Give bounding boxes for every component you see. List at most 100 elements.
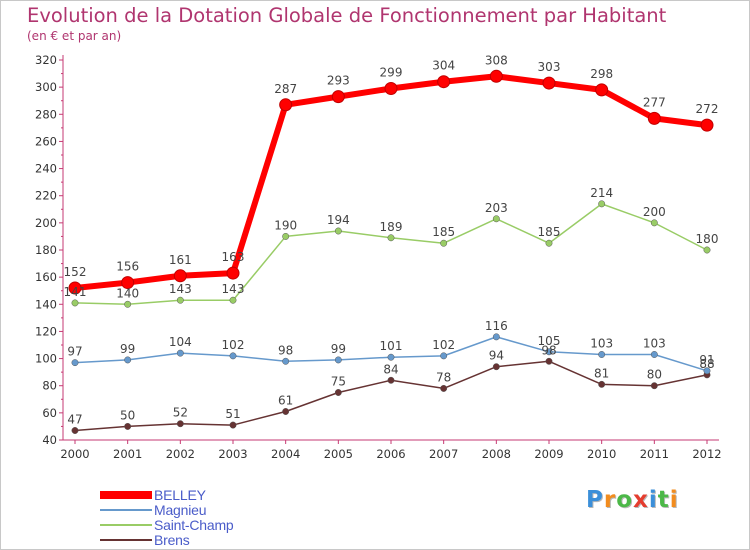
y-tick-label: 60 [42, 406, 57, 420]
data-point-belley [595, 83, 609, 97]
x-tick-label: 2006 [376, 447, 405, 461]
data-point-saint-champ [387, 234, 395, 242]
legend: BELLEY Magnieu Saint-Champ Brens [100, 487, 234, 548]
data-point-belley [279, 98, 293, 112]
data-label-magnieu: 91 [699, 353, 714, 367]
data-point-magnieu [176, 349, 184, 357]
data-point-magnieu [545, 348, 553, 356]
data-label-brens: 88 [699, 357, 714, 371]
data-point-brens [334, 389, 342, 396]
data-point-magnieu [440, 352, 448, 360]
data-label-saint-champ: 203 [485, 201, 508, 215]
data-label-magnieu: 105 [538, 334, 561, 348]
data-point-brens [545, 357, 553, 365]
data-label-brens: 50 [120, 408, 135, 422]
data-point-belley [121, 276, 135, 290]
data-label-belley: 163 [222, 250, 245, 264]
data-point-saint-champ [282, 232, 290, 240]
x-tick-label: 2002 [166, 447, 195, 461]
data-label-brens: 80 [647, 368, 662, 382]
data-label-belley: 293 [327, 74, 350, 88]
data-label-magnieu: 99 [120, 342, 135, 356]
data-point-brens [650, 382, 658, 390]
y-tick-label: 240 [35, 162, 57, 176]
data-point-saint-champ [334, 227, 342, 235]
data-point-saint-champ [545, 239, 553, 247]
data-point-magnieu [124, 356, 132, 364]
data-label-brens: 78 [436, 370, 451, 384]
data-point-brens [176, 420, 184, 428]
data-point-belley [68, 281, 82, 295]
data-label-saint-champ: 214 [590, 186, 613, 200]
y-tick-label: 260 [35, 134, 57, 148]
data-point-magnieu [492, 333, 500, 341]
proxiti-logo: Proxiti [586, 487, 679, 513]
data-label-belley: 298 [590, 67, 613, 81]
data-point-magnieu [71, 359, 79, 367]
data-point-belley [647, 111, 661, 125]
data-label-saint-champ: 194 [327, 213, 350, 227]
data-label-belley: 303 [538, 60, 561, 74]
data-label-belley: 308 [485, 53, 508, 67]
data-label-belley: 287 [274, 82, 297, 96]
data-label-belley: 277 [643, 95, 666, 109]
data-label-magnieu: 97 [67, 345, 82, 359]
logo-letter: t [657, 487, 670, 513]
data-label-magnieu: 103 [643, 337, 666, 351]
legend-item-brens: Brens [100, 531, 234, 548]
data-point-magnieu [282, 357, 290, 365]
y-tick-label: 40 [42, 433, 57, 447]
data-label-saint-champ: 180 [696, 232, 719, 246]
y-tick-label: 280 [35, 107, 57, 121]
x-tick-label: 2008 [482, 447, 511, 461]
data-point-saint-champ [492, 215, 500, 223]
logo-letter: o [616, 487, 634, 513]
data-label-magnieu: 103 [590, 337, 613, 351]
data-label-saint-champ: 143 [222, 282, 245, 296]
data-label-saint-champ: 190 [274, 218, 297, 232]
data-label-belley: 299 [380, 66, 403, 80]
data-point-brens [598, 380, 606, 388]
legend-label-magnieu: Magnieu [154, 501, 207, 518]
legend-label-saint-champ: Saint-Champ [154, 516, 234, 533]
data-label-belley: 272 [696, 102, 719, 116]
x-tick-label: 2007 [429, 447, 458, 461]
data-point-belley [331, 90, 345, 104]
data-point-magnieu [229, 352, 237, 360]
data-point-magnieu [334, 356, 342, 364]
logo-letter: P [586, 487, 604, 513]
data-point-saint-champ [440, 239, 448, 247]
data-point-belley [489, 69, 503, 83]
data-label-brens: 75 [331, 375, 346, 389]
data-point-brens [440, 384, 448, 392]
legend-label-brens: Brens [154, 531, 190, 548]
y-tick-label: 300 [35, 80, 57, 94]
x-tick-label: 2000 [60, 447, 89, 461]
legend-swatch-magnieu [100, 508, 152, 511]
data-label-brens: 52 [173, 406, 188, 420]
y-tick-label: 120 [35, 324, 57, 338]
data-label-belley: 304 [432, 59, 455, 73]
data-point-magnieu [387, 353, 395, 361]
data-label-belley: 156 [116, 260, 139, 274]
data-point-saint-champ [71, 299, 79, 307]
data-point-belley [437, 75, 451, 89]
data-label-brens: 98 [541, 343, 556, 357]
legend-swatch-brens [100, 538, 152, 541]
data-point-brens [492, 363, 500, 371]
data-label-saint-champ: 140 [116, 286, 139, 300]
data-label-brens: 84 [383, 362, 398, 376]
data-point-saint-champ [229, 296, 237, 304]
data-point-belley [384, 82, 398, 95]
x-tick-label: 2003 [218, 447, 247, 461]
y-tick-label: 100 [35, 352, 57, 366]
x-tick-label: 2011 [640, 447, 669, 461]
logo-letter: i [669, 487, 679, 513]
data-label-brens: 61 [278, 394, 293, 408]
data-label-magnieu: 101 [380, 339, 403, 353]
x-tick-label: 2009 [534, 447, 563, 461]
data-label-saint-champ: 143 [169, 282, 192, 296]
y-tick-label: 200 [35, 216, 57, 230]
x-tick-label: 2005 [324, 447, 353, 461]
data-label-magnieu: 99 [331, 342, 346, 356]
